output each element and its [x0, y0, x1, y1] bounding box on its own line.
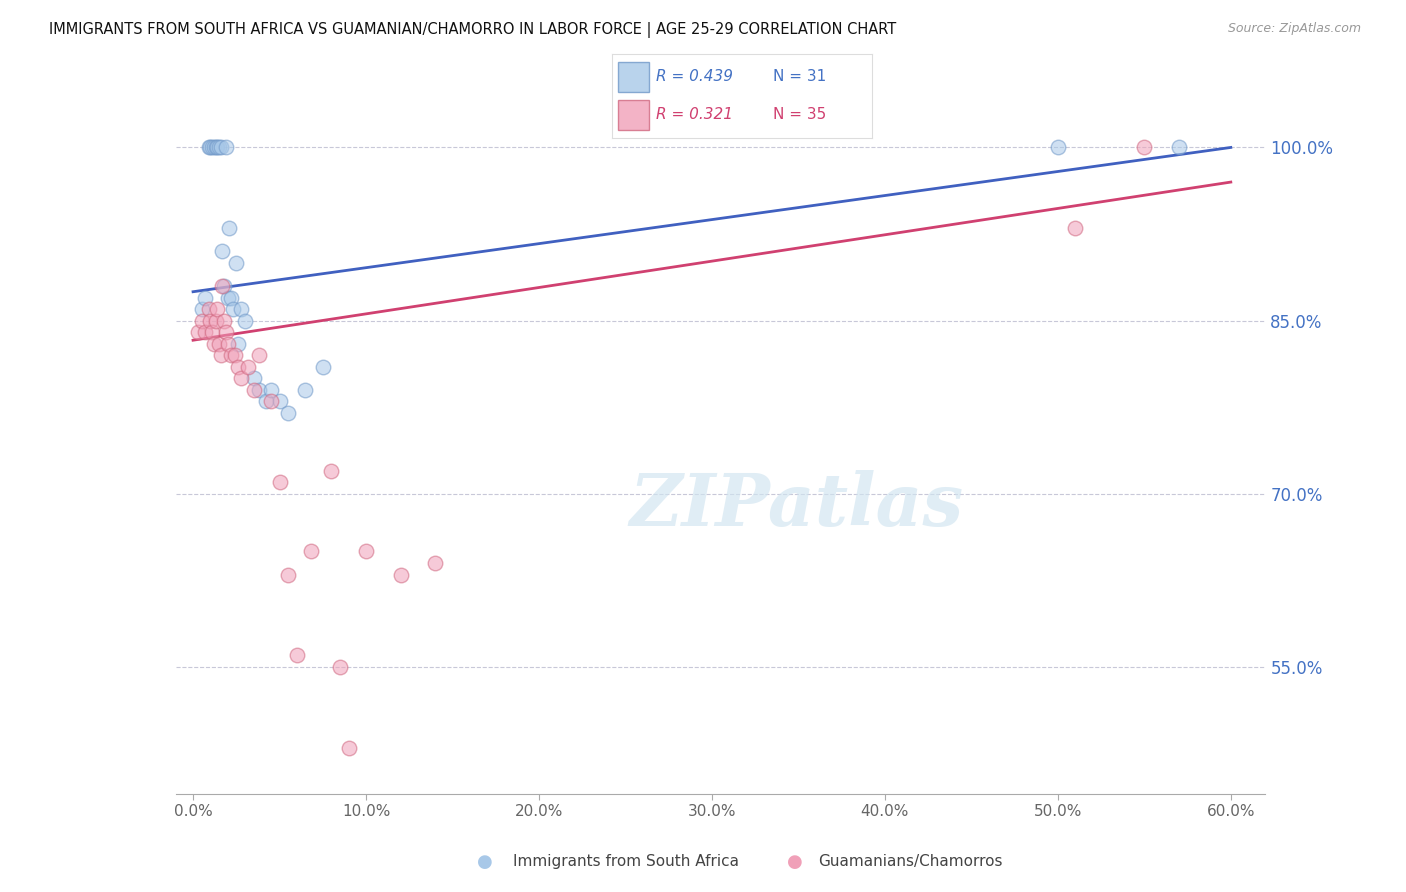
- Point: [1064, 221, 1087, 235]
- Text: ZIPatlas: ZIPatlas: [630, 470, 965, 541]
- Point: [233, 313, 256, 327]
- Text: R = 0.321: R = 0.321: [655, 107, 733, 122]
- Point: [194, 325, 217, 339]
- Point: [211, 279, 233, 293]
- Point: [242, 371, 264, 385]
- Text: IMMIGRANTS FROM SOUTH AFRICA VS GUAMANIAN/CHAMORRO IN LABOR FORCE | AGE 25-29 CO: IMMIGRANTS FROM SOUTH AFRICA VS GUAMANIA…: [49, 22, 897, 38]
- Point: [212, 313, 235, 327]
- Point: [269, 475, 291, 490]
- Point: [208, 140, 231, 154]
- Point: [209, 140, 232, 154]
- Point: [200, 313, 222, 327]
- Bar: [619, 62, 650, 92]
- Point: [202, 140, 225, 154]
- Point: [201, 140, 224, 154]
- Point: [217, 336, 239, 351]
- Point: [231, 301, 253, 316]
- Point: [226, 359, 249, 374]
- Point: [218, 221, 240, 235]
- Point: [211, 244, 233, 259]
- Point: [215, 140, 238, 154]
- Point: [222, 301, 245, 316]
- Point: [226, 336, 249, 351]
- Point: [260, 394, 283, 409]
- Point: [219, 291, 242, 305]
- Text: Guamanians/Chamorros: Guamanians/Chamorros: [818, 855, 1002, 869]
- Point: [224, 348, 246, 362]
- Point: [247, 348, 270, 362]
- Text: Source: ZipAtlas.com: Source: ZipAtlas.com: [1227, 22, 1361, 36]
- Point: [277, 406, 299, 420]
- Point: [215, 325, 238, 339]
- Point: [269, 394, 291, 409]
- Point: [190, 313, 212, 327]
- Point: [209, 348, 232, 362]
- Point: [207, 301, 229, 316]
- Point: [207, 140, 229, 154]
- Point: [242, 383, 264, 397]
- Point: [321, 464, 343, 478]
- Point: [354, 544, 377, 558]
- Point: [225, 256, 247, 270]
- Point: [197, 140, 219, 154]
- Point: [212, 279, 235, 293]
- Point: [208, 336, 231, 351]
- Text: ●: ●: [786, 853, 803, 871]
- Point: [204, 313, 226, 327]
- Point: [194, 291, 217, 305]
- Point: [299, 544, 322, 558]
- Bar: [619, 100, 650, 130]
- Text: N = 35: N = 35: [773, 107, 827, 122]
- Point: [197, 301, 219, 316]
- Point: [219, 348, 242, 362]
- Point: [277, 567, 299, 582]
- Point: [260, 383, 283, 397]
- Point: [389, 567, 412, 582]
- Point: [1167, 140, 1189, 154]
- Point: [1046, 140, 1069, 154]
- Point: [425, 556, 447, 570]
- Point: [217, 291, 239, 305]
- Point: [247, 383, 270, 397]
- Point: [190, 301, 212, 316]
- Point: [1133, 140, 1156, 154]
- Point: [238, 359, 260, 374]
- Point: [254, 394, 277, 409]
- Point: [201, 325, 224, 339]
- Point: [285, 648, 308, 663]
- Point: [187, 325, 209, 339]
- Point: [204, 140, 226, 154]
- Text: Immigrants from South Africa: Immigrants from South Africa: [513, 855, 740, 869]
- Point: [337, 740, 360, 755]
- Point: [231, 371, 253, 385]
- Text: N = 31: N = 31: [773, 70, 827, 85]
- Text: ●: ●: [477, 853, 494, 871]
- Point: [329, 660, 352, 674]
- Point: [202, 336, 225, 351]
- Point: [200, 140, 222, 154]
- Point: [312, 359, 335, 374]
- Text: R = 0.439: R = 0.439: [655, 70, 733, 85]
- Point: [294, 383, 316, 397]
